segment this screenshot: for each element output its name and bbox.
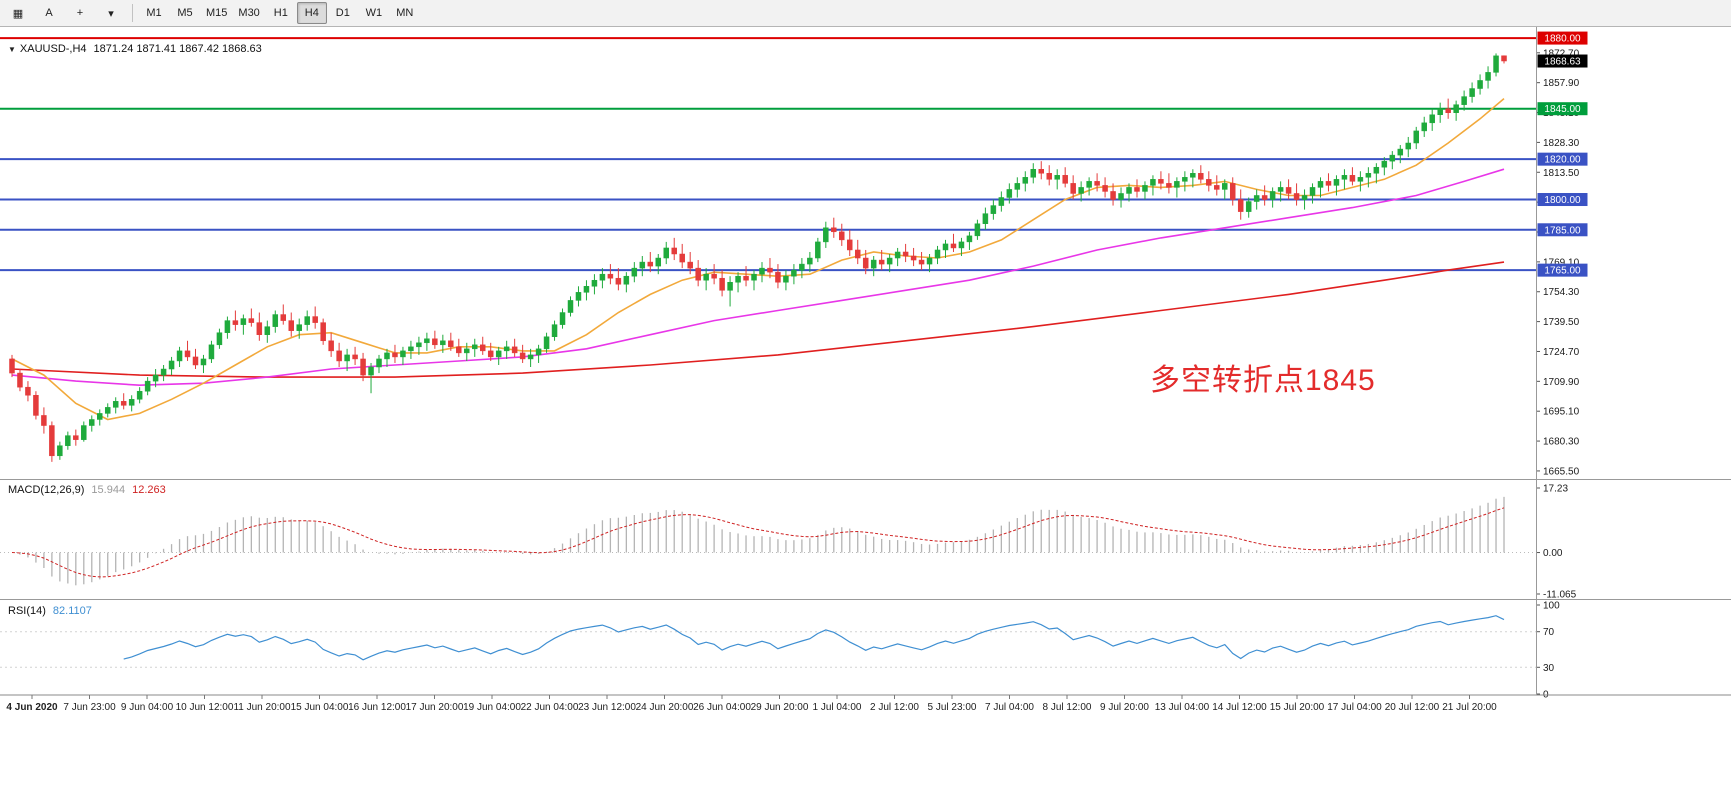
svg-text:17.23: 17.23 xyxy=(1543,484,1568,495)
svg-text:1665.50: 1665.50 xyxy=(1543,466,1580,477)
svg-text:20 Jul 12:00: 20 Jul 12:00 xyxy=(1385,702,1440,713)
timeframe-m1-button[interactable]: M1 xyxy=(146,7,162,19)
timeframe-m30-button[interactable]: M30 xyxy=(238,7,260,19)
svg-text:14 Jul 12:00: 14 Jul 12:00 xyxy=(1212,702,1267,713)
ohlc-values: 1871.24 1871.41 1867.42 1868.63 xyxy=(93,43,262,55)
toolbar-icon-group: ▦ A + ▾ xyxy=(3,2,126,24)
macd-label: MACD(12,26,9) xyxy=(8,484,85,496)
crosshair-icon[interactable]: + xyxy=(76,7,84,19)
text-label-icon[interactable]: A xyxy=(45,7,53,19)
svg-text:15 Jul 20:00: 15 Jul 20:00 xyxy=(1270,702,1325,713)
svg-text:15 Jun 04:00: 15 Jun 04:00 xyxy=(291,702,349,713)
level-price-badge xyxy=(1537,263,1588,277)
macd-histogram xyxy=(19,496,1505,586)
svg-text:10 Jun 12:00: 10 Jun 12:00 xyxy=(176,702,234,713)
svg-text:1785.00: 1785.00 xyxy=(1544,225,1581,236)
svg-text:1695.10: 1695.10 xyxy=(1543,407,1580,418)
svg-text:7 Jul 04:00: 7 Jul 04:00 xyxy=(985,702,1034,713)
toolbar: ▦ A + ▾ M1 M5 M15 M30 H1 H4 D1 W1 MN xyxy=(0,0,1731,27)
svg-text:19 Jun 04:00: 19 Jun 04:00 xyxy=(463,702,521,713)
svg-text:1857.90: 1857.90 xyxy=(1543,78,1580,89)
level-price-badge xyxy=(1537,223,1588,237)
svg-text:2 Jul 12:00: 2 Jul 12:00 xyxy=(870,702,919,713)
level-price-badge xyxy=(1537,102,1588,116)
timeframe-group: M1 M5 M15 M30 H1 H4 D1 W1 MN xyxy=(139,2,420,24)
rsi-label: RSI(14) xyxy=(8,605,46,617)
ma-mid-line xyxy=(11,168,1505,387)
svg-text:26 Jun 04:00: 26 Jun 04:00 xyxy=(693,702,751,713)
ma-slow-line xyxy=(11,261,1505,378)
svg-text:13 Jul 04:00: 13 Jul 04:00 xyxy=(1155,702,1210,713)
svg-text:9 Jun 04:00: 9 Jun 04:00 xyxy=(121,702,174,713)
current-price-badge xyxy=(1537,54,1588,68)
svg-text:21 Jul 20:00: 21 Jul 20:00 xyxy=(1442,702,1497,713)
svg-text:1739.50: 1739.50 xyxy=(1543,317,1580,328)
level-price-badge xyxy=(1537,193,1588,207)
svg-text:5 Jul 23:00: 5 Jul 23:00 xyxy=(928,702,977,713)
svg-text:1754.30: 1754.30 xyxy=(1543,287,1580,298)
svg-text:1813.50: 1813.50 xyxy=(1543,168,1580,179)
svg-text:70: 70 xyxy=(1543,627,1555,638)
symbol-label: XAUUSD-,H4 xyxy=(19,43,87,55)
svg-text:100: 100 xyxy=(1543,601,1560,612)
level-price-badge xyxy=(1537,31,1588,45)
rsi-value: 82.1107 xyxy=(52,605,92,617)
price-annotation-text[interactable]: 多空转折点1845 xyxy=(1150,364,1376,397)
svg-text:-11.065: -11.065 xyxy=(1543,590,1577,601)
timeframe-w1-button[interactable]: W1 xyxy=(365,7,383,19)
svg-text:1769.10: 1769.10 xyxy=(1543,257,1580,268)
line-studies-dropdown-icon[interactable]: ▾ xyxy=(108,7,114,20)
timeframe-mn-button[interactable]: MN xyxy=(396,7,414,19)
macd-signal-value: 12.263 xyxy=(132,484,166,496)
timeframe-h1-button[interactable]: H1 xyxy=(273,7,288,19)
svg-text:16 Jun 12:00: 16 Jun 12:00 xyxy=(348,702,406,713)
svg-text:0.00: 0.00 xyxy=(1543,548,1563,559)
svg-text:1828.30: 1828.30 xyxy=(1543,138,1580,149)
macd-main-value: 15.944 xyxy=(91,484,126,496)
toolbar-separator xyxy=(132,4,133,22)
svg-text:30: 30 xyxy=(1543,663,1555,674)
macd-header: MACD(12,26,9) 15.944 12.263 xyxy=(8,484,166,496)
timeframe-m15-button[interactable]: M15 xyxy=(206,7,228,19)
level-price-badge xyxy=(1537,152,1588,166)
svg-text:7 Jun 23:00: 7 Jun 23:00 xyxy=(63,702,116,713)
rsi-line xyxy=(123,615,1505,661)
svg-text:1872.70: 1872.70 xyxy=(1543,48,1580,59)
svg-text:1868.63: 1868.63 xyxy=(1544,57,1581,68)
svg-text:1 Jul 04:00: 1 Jul 04:00 xyxy=(813,702,862,713)
svg-text:22 Jun 04:00: 22 Jun 04:00 xyxy=(521,702,579,713)
svg-text:11 Jun 20:00: 11 Jun 20:00 xyxy=(233,702,291,713)
svg-text:1800.00: 1800.00 xyxy=(1544,195,1581,206)
chart-area: 1872.701857.901843.101828.301813.501798.… xyxy=(0,27,1731,792)
symbol-header: ▼ XAUUSD-,H4 1871.24 1871.41 1867.42 186… xyxy=(8,43,262,55)
macd-signal-line xyxy=(11,507,1505,578)
rsi-header: RSI(14) 82.1107 xyxy=(8,605,92,617)
charts-grid-icon[interactable]: ▦ xyxy=(12,7,24,20)
symbol-dropdown-icon[interactable]: ▼ xyxy=(8,44,16,54)
svg-text:24 Jun 20:00: 24 Jun 20:00 xyxy=(636,702,694,713)
timeframe-d1-button[interactable]: D1 xyxy=(335,7,350,19)
svg-text:9 Jul 20:00: 9 Jul 20:00 xyxy=(1100,702,1149,713)
svg-text:8 Jul 12:00: 8 Jul 12:00 xyxy=(1043,702,1092,713)
svg-text:23 Jun 12:00: 23 Jun 12:00 xyxy=(578,702,636,713)
svg-text:4 Jun 2020: 4 Jun 2020 xyxy=(6,702,58,713)
time-axis[interactable]: 4 Jun 2020 7 Jun 23:00 9 Jun 04:00 10 Jun 1… xyxy=(6,695,1497,713)
svg-text:1820.00: 1820.00 xyxy=(1544,155,1581,166)
chart-canvas[interactable]: 1872.701857.901843.101828.301813.501798.… xyxy=(0,27,1731,792)
timeframe-h4-button[interactable]: H4 xyxy=(296,2,327,24)
svg-text:29 Jun 20:00: 29 Jun 20:00 xyxy=(751,702,809,713)
svg-text:1724.70: 1724.70 xyxy=(1543,347,1580,358)
svg-text:1765.00: 1765.00 xyxy=(1544,266,1581,277)
timeframe-m5-button[interactable]: M5 xyxy=(177,7,193,19)
svg-text:17 Jul 04:00: 17 Jul 04:00 xyxy=(1327,702,1382,713)
svg-text:17 Jun 20:00: 17 Jun 20:00 xyxy=(406,702,464,713)
svg-text:1709.90: 1709.90 xyxy=(1543,377,1580,388)
candles xyxy=(9,53,1507,462)
svg-text:1680.30: 1680.30 xyxy=(1543,437,1580,448)
svg-text:1845.00: 1845.00 xyxy=(1544,104,1581,115)
svg-text:1880.00: 1880.00 xyxy=(1544,34,1581,45)
